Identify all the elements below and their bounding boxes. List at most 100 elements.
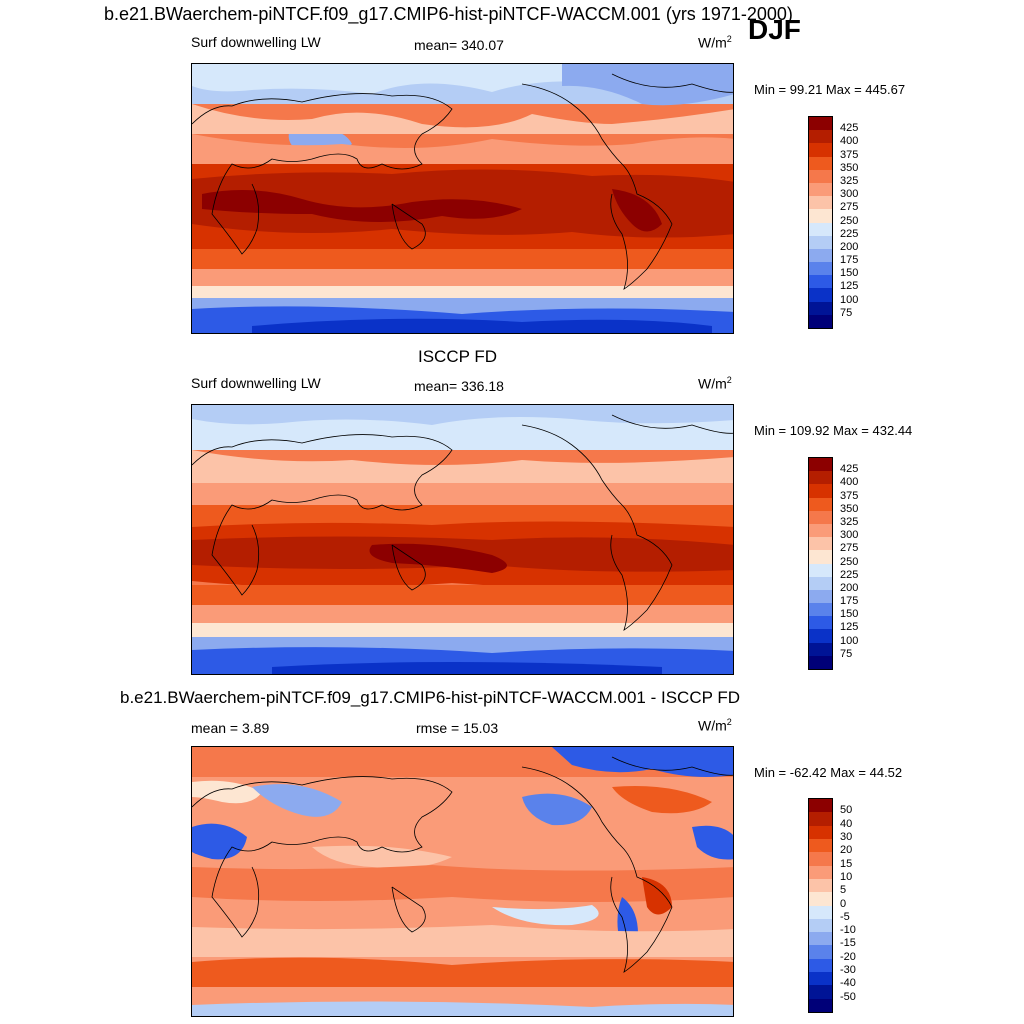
model-map-field — [192, 64, 733, 333]
colorbar-tick-label: -15 — [840, 937, 856, 950]
colorbar-tick-label: -10 — [840, 924, 856, 937]
colorbar-tick-label: -5 — [840, 910, 850, 923]
colorbar-tick-label: 200 — [840, 581, 859, 594]
colorbar-segment — [809, 458, 832, 472]
colorbar-segment — [809, 248, 832, 263]
colorbar-tick-label: 375 — [840, 148, 859, 161]
mean-label: mean= 336.18 — [414, 378, 504, 394]
colorbar — [808, 798, 833, 1013]
units-label: W/m2 — [698, 34, 732, 51]
colorbar-tick-label: 20 — [840, 844, 853, 857]
colorbar-segment — [809, 852, 832, 866]
colorbar-tick-label: 50 — [840, 804, 853, 817]
colorbar-tick-label: 30 — [840, 830, 853, 843]
colorbar-segment — [809, 603, 832, 617]
colorbar-tick-label: 200 — [840, 240, 859, 253]
colorbar-segment — [809, 484, 832, 498]
colorbar-tick-label: 150 — [840, 608, 859, 621]
colorbar-segment — [809, 497, 832, 511]
colorbar-segment — [809, 563, 832, 577]
colorbar-tick-label: 275 — [840, 201, 859, 214]
colorbar-segment — [809, 998, 832, 1012]
colorbar-segment — [809, 523, 832, 538]
colorbar-segment — [809, 275, 832, 289]
colorbar-tick-label: 5 — [840, 884, 847, 897]
colorbar-segment — [809, 629, 832, 643]
mean-label: mean = 3.89 — [191, 720, 270, 736]
colorbar-segment — [809, 537, 832, 551]
colorbar-tick-label: 175 — [840, 595, 859, 608]
colorbar-segment — [809, 799, 832, 813]
colorbar-segment — [809, 117, 832, 131]
colorbar-tick-label: 100 — [840, 293, 859, 306]
colorbar-segment — [809, 812, 832, 826]
colorbar-segment — [809, 838, 832, 853]
colorbar-segment — [809, 589, 832, 604]
colorbar-tick-label: -20 — [840, 950, 856, 963]
colorbar-segment — [809, 878, 832, 893]
difference-map — [191, 746, 734, 1017]
colorbar-segment — [809, 471, 832, 485]
colorbar-segment — [809, 892, 832, 906]
colorbar-tick-label: 425 — [840, 122, 859, 135]
colorbar-tick-label: 325 — [840, 515, 859, 528]
colorbar-segment — [809, 550, 832, 564]
colorbar-segment — [809, 235, 832, 249]
model-map — [191, 63, 734, 334]
rmse-label: rmse = 15.03 — [416, 720, 499, 736]
colorbar-segment — [809, 301, 832, 315]
obs-map-field — [192, 405, 733, 674]
colorbar — [808, 457, 833, 670]
colorbar-tick-label: -30 — [840, 964, 856, 977]
colorbar-tick-label: 225 — [840, 568, 859, 581]
colorbar — [808, 116, 833, 329]
colorbar-segment — [809, 510, 832, 524]
panel-title: b.e21.BWaerchem-piNTCF.f09_g17.CMIP6-his… — [120, 688, 741, 707]
colorbar-segment — [809, 642, 832, 656]
colorbar-segment — [809, 262, 832, 276]
colorbar-segment — [809, 209, 832, 223]
colorbar-tick-label: 300 — [840, 529, 859, 542]
colorbar-tick-label: 400 — [840, 135, 859, 148]
colorbar-tick-label: 300 — [840, 188, 859, 201]
colorbar-tick-label: 40 — [840, 817, 853, 830]
colorbar-segment — [809, 945, 832, 959]
main-title: b.e21.BWaerchem-piNTCF.f09_g17.CMIP6-his… — [104, 4, 793, 24]
colorbar-tick-label: 225 — [840, 227, 859, 240]
colorbar-tick-label: 375 — [840, 489, 859, 502]
colorbar-tick-label: 250 — [840, 214, 859, 227]
colorbar-tick-label: 400 — [840, 476, 859, 489]
minmax-label: Min = -62.42 Max = 44.52 — [754, 765, 903, 780]
difference-map-field — [192, 747, 733, 1016]
colorbar-segment — [809, 182, 832, 197]
colorbar-tick-label: 100 — [840, 634, 859, 647]
colorbar-tick-label: 10 — [840, 870, 853, 883]
colorbar-segment — [809, 314, 832, 328]
colorbar-tick-label: -50 — [840, 990, 856, 1003]
colorbar-tick-label: 125 — [840, 621, 859, 634]
colorbar-tick-label: 350 — [840, 502, 859, 515]
units-label: W/m2 — [698, 717, 732, 734]
panel-title: ISCCP FD — [418, 347, 498, 366]
mean-label: mean= 340.07 — [414, 37, 504, 53]
colorbar-segment — [809, 972, 832, 986]
colorbar-tick-label: 15 — [840, 857, 853, 870]
colorbar-segment — [809, 288, 832, 302]
colorbar-tick-label: 175 — [840, 254, 859, 267]
obs-map — [191, 404, 734, 675]
colorbar-tick-label: 250 — [840, 555, 859, 568]
colorbar-segment — [809, 865, 832, 879]
units-label: W/m2 — [698, 375, 732, 392]
variable-label: Surf downwelling LW — [191, 34, 321, 50]
colorbar-segment — [809, 196, 832, 210]
colorbar-tick-label: 125 — [840, 280, 859, 293]
colorbar-segment — [809, 905, 832, 919]
season-label: DJF — [748, 14, 801, 45]
minmax-label: Min = 109.92 Max = 432.44 — [754, 423, 913, 438]
colorbar-tick-label: 325 — [840, 174, 859, 187]
colorbar-segment — [809, 655, 832, 669]
colorbar-tick-label: -40 — [840, 977, 856, 990]
colorbar-tick-label: 275 — [840, 542, 859, 555]
colorbar-segment — [809, 958, 832, 973]
colorbar-segment — [809, 143, 832, 157]
